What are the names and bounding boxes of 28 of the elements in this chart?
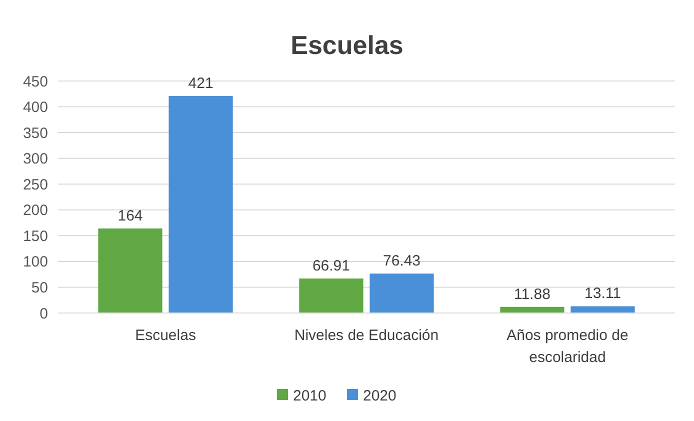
x-tick-label: Niveles de Educación bbox=[294, 327, 439, 344]
bar bbox=[370, 274, 434, 313]
data-label: 66.91 bbox=[312, 258, 350, 275]
y-tick-label: 300 bbox=[22, 150, 48, 168]
legend-label: 2010 bbox=[293, 387, 326, 404]
data-label: 421 bbox=[188, 74, 214, 92]
chart-title: Escuelas bbox=[290, 30, 404, 60]
bar bbox=[570, 306, 635, 313]
y-tick-label: 100 bbox=[22, 254, 48, 271]
bar bbox=[500, 306, 564, 313]
y-tick-label: 50 bbox=[31, 279, 48, 296]
bar bbox=[299, 278, 364, 313]
y-tick-label: 0 bbox=[40, 305, 48, 322]
data-label: 11.88 bbox=[514, 286, 550, 303]
y-tick-label: 400 bbox=[22, 99, 48, 116]
data-label: 164 bbox=[118, 207, 143, 224]
x-tick-label: Escuelas bbox=[135, 327, 196, 344]
data-label: 76.43 bbox=[382, 252, 421, 270]
data-label: 13.11 bbox=[584, 285, 621, 302]
x-tick-label: Años promedio de escolaridad bbox=[506, 327, 628, 366]
y-tick-label: 450 bbox=[22, 73, 48, 90]
y-tick-label: 350 bbox=[22, 124, 48, 142]
legend-label: 2020 bbox=[363, 387, 396, 404]
y-tick-label: 250 bbox=[22, 176, 48, 194]
bar bbox=[168, 96, 233, 313]
bar bbox=[98, 228, 162, 313]
y-tick-label: 200 bbox=[22, 202, 48, 220]
y-tick-label: 150 bbox=[22, 228, 48, 245]
